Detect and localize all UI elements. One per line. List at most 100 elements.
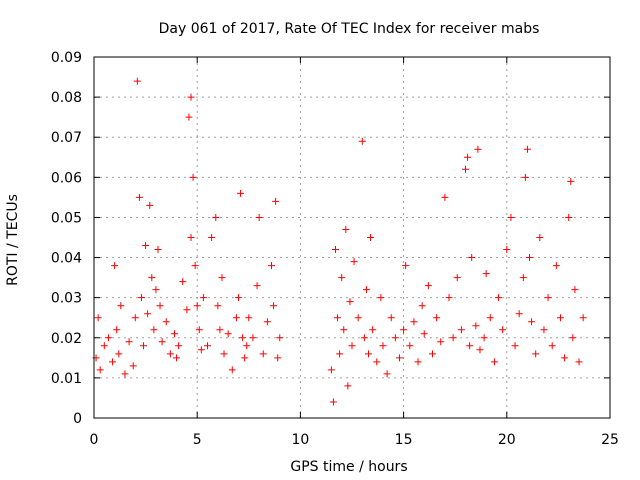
data-point xyxy=(476,346,484,354)
data-point xyxy=(158,338,166,346)
data-point xyxy=(457,326,465,334)
data-point xyxy=(373,358,381,366)
data-point xyxy=(146,201,154,209)
data-point xyxy=(234,294,242,302)
data-point xyxy=(441,193,449,201)
data-point xyxy=(214,302,222,310)
data-point xyxy=(144,310,152,318)
data-point xyxy=(474,145,482,153)
data-point xyxy=(468,254,476,262)
data-point xyxy=(428,350,436,358)
data-point xyxy=(482,270,490,278)
data-point xyxy=(187,234,195,241)
data-point xyxy=(129,362,137,370)
data-point xyxy=(268,262,276,270)
data-point xyxy=(212,213,220,221)
data-point xyxy=(185,113,193,121)
x-tick-label: 20 xyxy=(498,432,516,448)
y-tick-label: 0.05 xyxy=(51,210,82,226)
data-point xyxy=(569,334,577,342)
data-point xyxy=(383,370,391,378)
y-tick-label: 0.06 xyxy=(51,170,82,186)
x-tick-label: 10 xyxy=(291,432,309,448)
data-point xyxy=(511,342,519,350)
data-point xyxy=(480,334,488,342)
x-tick-label: 25 xyxy=(601,432,619,448)
data-point xyxy=(140,342,148,350)
data-point xyxy=(420,330,428,338)
data-point xyxy=(117,302,125,310)
data-point xyxy=(521,173,529,181)
data-point xyxy=(243,342,251,350)
data-point xyxy=(121,370,129,378)
data-point xyxy=(348,342,356,350)
y-tick-label: 0.01 xyxy=(51,371,82,387)
plot-frame xyxy=(93,56,611,419)
data-point xyxy=(503,246,511,254)
data-point xyxy=(197,346,205,354)
data-point xyxy=(239,334,247,342)
data-point xyxy=(249,334,257,342)
data-point xyxy=(111,262,119,270)
y-tick-label: 0.02 xyxy=(51,331,82,347)
data-point xyxy=(115,350,123,358)
data-point xyxy=(183,306,191,314)
data-point xyxy=(162,318,170,326)
chart-title: Day 061 of 2017, Rate Of TEC Index for r… xyxy=(159,21,540,37)
data-point xyxy=(367,234,375,241)
data-point xyxy=(342,225,350,233)
data-point xyxy=(495,294,503,302)
data-point xyxy=(263,318,271,326)
data-point xyxy=(94,314,102,322)
data-point xyxy=(276,334,284,342)
data-point xyxy=(571,286,579,294)
data-point xyxy=(437,338,445,346)
axis-ticks xyxy=(93,56,611,419)
y-tick-label: 0.03 xyxy=(51,291,82,307)
data-point xyxy=(400,326,408,334)
data-point xyxy=(220,350,228,358)
data-point xyxy=(131,314,139,322)
data-point xyxy=(195,326,203,334)
data-point xyxy=(387,314,395,322)
data-point xyxy=(379,342,387,350)
data-point xyxy=(274,354,282,362)
data-point xyxy=(329,398,337,406)
tick-labels: 0 0.01 0.02 0.03 0.04 0.05 0.06 0.07 0.08 0.09 0 5 1… xyxy=(51,50,619,448)
data-point xyxy=(350,258,358,266)
x-tick-label: 0 xyxy=(90,432,99,448)
data-point xyxy=(125,338,133,346)
data-point xyxy=(199,294,207,302)
data-point xyxy=(519,274,527,282)
data-point xyxy=(241,354,249,362)
data-point xyxy=(253,282,261,290)
data-point xyxy=(228,366,236,374)
data-point xyxy=(540,326,548,334)
data-point xyxy=(358,137,366,145)
data-point xyxy=(486,314,494,322)
data-point xyxy=(526,254,534,262)
data-point xyxy=(391,334,399,342)
data-point xyxy=(142,242,150,250)
data-point xyxy=(523,145,531,153)
data-point xyxy=(472,322,480,330)
data-point xyxy=(166,350,174,358)
data-point xyxy=(259,350,267,358)
data-point xyxy=(334,314,342,322)
data-point xyxy=(360,334,368,342)
data-point xyxy=(418,302,426,310)
data-point xyxy=(152,286,160,294)
data-point xyxy=(369,326,377,334)
data-point xyxy=(449,334,457,342)
data-point xyxy=(556,314,564,322)
data-point xyxy=(567,177,575,185)
data-point xyxy=(544,294,552,302)
y-tick-label: 0.07 xyxy=(51,130,82,146)
y-tick-label: 0.09 xyxy=(51,50,82,66)
data-points xyxy=(92,77,587,406)
data-point xyxy=(499,326,507,334)
data-point xyxy=(344,382,352,390)
data-point xyxy=(410,318,418,326)
data-point xyxy=(191,262,199,270)
